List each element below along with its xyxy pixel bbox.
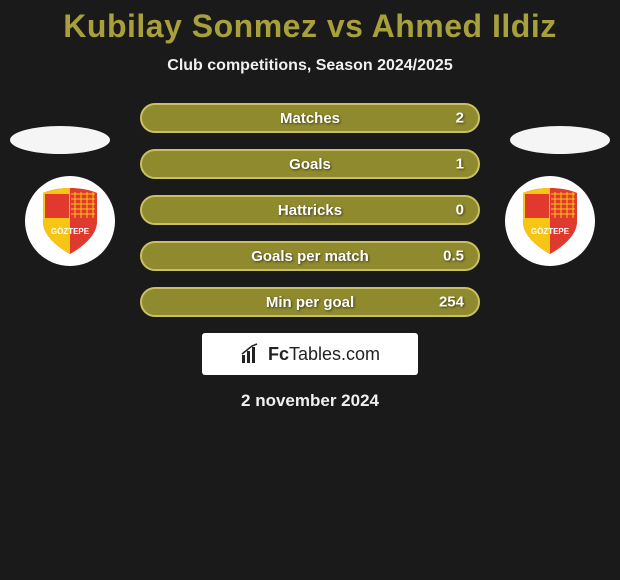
date-text: 2 november 2024 (0, 391, 620, 411)
comparison-card: Kubilay Sonmez vs Ahmed Ildiz Club compe… (0, 0, 620, 411)
logo-text: FcTables.com (268, 344, 380, 365)
club-badge-circle: GÖZTEPE (505, 176, 595, 266)
stat-label: Matches (280, 110, 340, 127)
club-badge-left: GÖZTEPE (20, 176, 120, 266)
stat-value-right: 254 (439, 294, 464, 311)
stat-row: Matches 2 (140, 103, 480, 133)
stat-label: Goals per match (251, 248, 369, 265)
stat-label: Goals (289, 156, 331, 173)
stat-row: Goals per match 0.5 (140, 241, 480, 271)
player-avatar-right (510, 126, 610, 154)
stats-list: Matches 2 Goals 1 Hattricks 0 Goals per … (140, 103, 480, 317)
stat-label: Min per goal (266, 294, 354, 311)
stat-value-right: 2 (456, 110, 464, 127)
club-crest-icon: GÖZTEPE (39, 186, 101, 256)
stat-label: Hattricks (278, 202, 342, 219)
stat-value-right: 1 (456, 156, 464, 173)
club-name-text: GÖZTEPE (51, 227, 90, 236)
stat-row: Min per goal 254 (140, 287, 480, 317)
stat-row: Hattricks 0 (140, 195, 480, 225)
site-logo[interactable]: FcTables.com (202, 333, 418, 375)
bar-chart-icon (240, 343, 262, 365)
player-avatar-left (10, 126, 110, 154)
subtitle: Club competitions, Season 2024/2025 (0, 57, 620, 75)
club-name-text: GÖZTEPE (531, 227, 570, 236)
stat-value-right: 0.5 (443, 248, 464, 265)
stat-row: Goals 1 (140, 149, 480, 179)
club-badge-circle: GÖZTEPE (25, 176, 115, 266)
club-badge-right: GÖZTEPE (500, 176, 600, 266)
stat-value-right: 0 (456, 202, 464, 219)
club-crest-icon: GÖZTEPE (519, 186, 581, 256)
page-title: Kubilay Sonmez vs Ahmed Ildiz (0, 8, 620, 45)
